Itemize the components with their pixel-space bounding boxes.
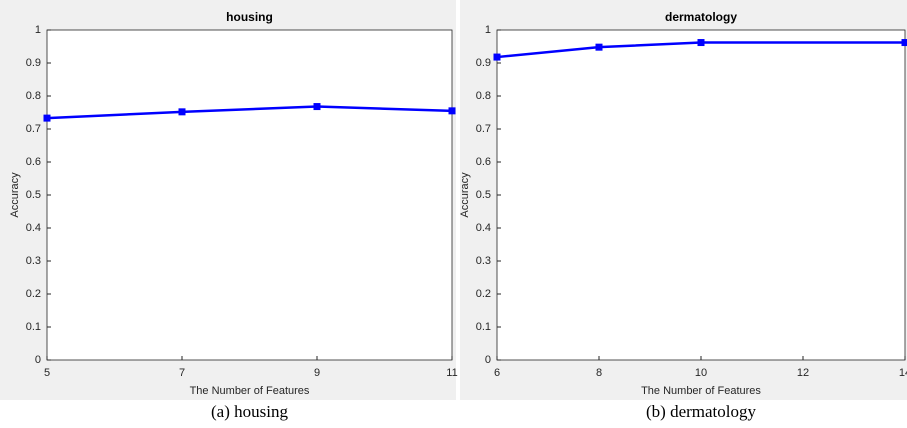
caption: (b) dermatology [646,402,756,421]
x-tick-label: 5 [44,367,50,379]
y-tick-label: 1 [35,24,41,36]
y-tick-label: 0 [35,354,41,366]
y-tick-label: 0.3 [476,255,491,267]
y-tick-label: 0.2 [26,288,41,300]
x-tick-label: 7 [179,367,185,379]
x-axis-label: The Number of Features [641,385,761,397]
chart-title: housing [226,10,273,24]
data-point [43,114,51,122]
x-axis-label: The Number of Features [190,385,310,397]
x-tick-label: 11 [446,367,457,379]
y-tick-label: 0.7 [476,123,491,135]
x-tick-label: 14 [899,367,907,379]
y-tick-label: 0.9 [476,57,491,69]
y-tick-label: 0 [485,354,491,366]
data-point [697,39,705,47]
data-line [46,105,453,120]
plot-area [46,29,453,361]
y-tick-label: 0.6 [476,156,491,168]
y-tick-label: 0.8 [26,90,41,102]
y-tick-label: 0.4 [476,222,491,234]
x-tick-label: 10 [695,367,707,379]
chart-title: dermatology [665,10,737,24]
y-tick-label: 0.8 [476,90,491,102]
plot-area [496,29,906,361]
y-tick-label: 0.1 [476,321,491,333]
y-tick-label: 0.7 [26,123,41,135]
data-point [901,39,907,47]
y-tick-label: 0.3 [26,255,41,267]
x-tick-label: 12 [797,367,809,379]
x-tick-label: 8 [596,367,602,379]
y-tick-label: 0.4 [26,222,41,234]
data-point [448,107,456,115]
y-tick-label: 0.2 [476,288,491,300]
y-tick-label: 0.1 [26,321,41,333]
y-tick-label: 0.9 [26,57,41,69]
x-tick-label: 9 [314,367,320,379]
x-tick-label: 6 [494,367,500,379]
caption: (a) housing [211,402,288,421]
y-tick-label: 0.5 [476,189,491,201]
data-point [178,108,186,116]
chart: housing The Number of Features Accuracy (a)… [0,0,458,421]
y-axis-label: Accuracy [459,172,471,218]
y-tick-label: 1 [485,24,491,36]
data-point [595,43,603,51]
chart: dermatology The Number of Features Accurac… [459,0,907,421]
y-axis-label: Accuracy [9,172,21,218]
y-tick-label: 0.5 [26,189,41,201]
y-tick-label: 0.6 [26,156,41,168]
data-line [496,41,905,59]
data-point [493,53,501,61]
data-point [313,103,321,111]
